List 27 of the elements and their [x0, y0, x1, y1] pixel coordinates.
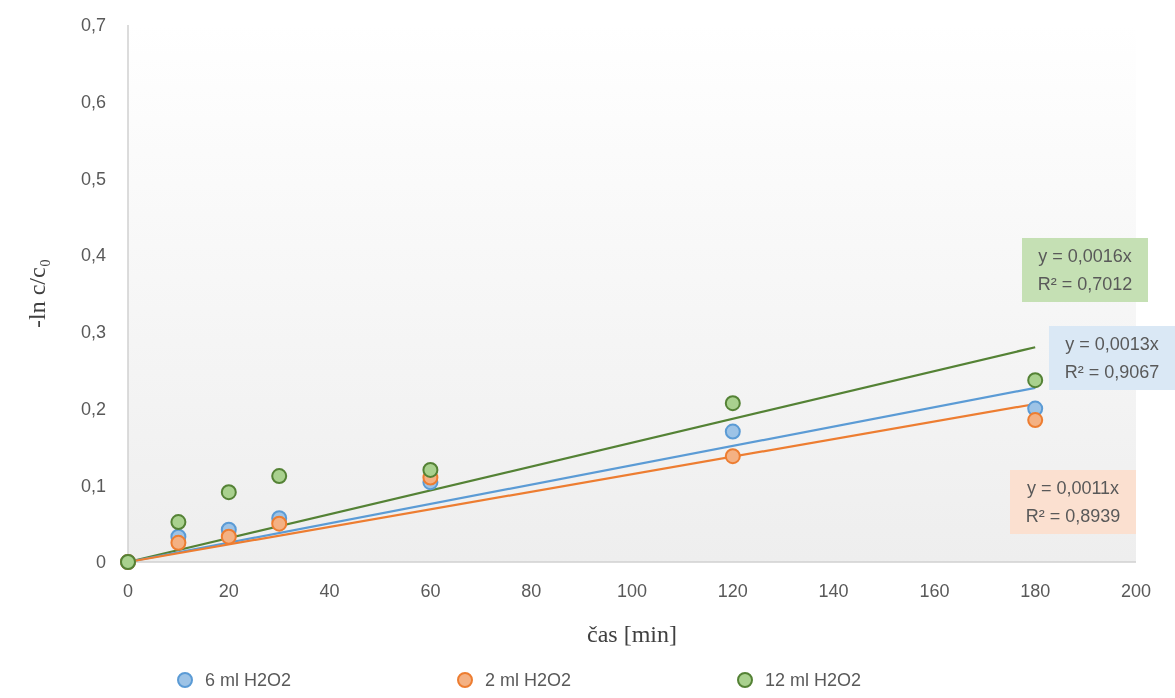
y-tick-label: 0,1	[80, 475, 106, 496]
y-tick-label: 0,4	[80, 245, 106, 266]
legend-label: 12 ml H2O2	[765, 670, 862, 690]
x-tick-label: 140	[818, 581, 849, 601]
x-tick-label: 160	[919, 581, 950, 601]
y-tick-label: 0,3	[80, 322, 106, 343]
y-axis-title: -ln c/c₀	[24, 259, 50, 328]
y-tick-label: 0,5	[80, 168, 106, 189]
annotation: y = 0,0011x R² = 0,8939	[1025, 478, 1121, 526]
x-tick-label: 40	[319, 581, 340, 601]
x-axis-title: čas [min]	[587, 621, 677, 647]
annotation: y = 0,0016x R² = 0,7012	[1037, 246, 1133, 294]
x-tick-label: 60	[420, 581, 441, 601]
x-tick-label: 0	[122, 581, 134, 601]
x-tick-label: 120	[717, 581, 748, 601]
legend-label: 6 ml H2O2	[205, 670, 292, 690]
annotation: y = 0,0013x R² = 0,9067	[1064, 334, 1160, 382]
y-tick-label: 0,6	[80, 92, 106, 113]
legend-label: 2 ml H2O2	[485, 670, 572, 690]
x-tick-label: 20	[218, 581, 239, 601]
y-tick-label: 0	[95, 552, 106, 573]
x-tick-label: 200	[1120, 581, 1152, 601]
y-tick-label: 0,2	[80, 398, 106, 419]
y-tick-label: 0,7	[80, 15, 106, 36]
x-tick-label: 80	[521, 581, 542, 601]
x-tick-label: 180	[1020, 581, 1051, 601]
x-tick-label: 100	[616, 581, 648, 601]
